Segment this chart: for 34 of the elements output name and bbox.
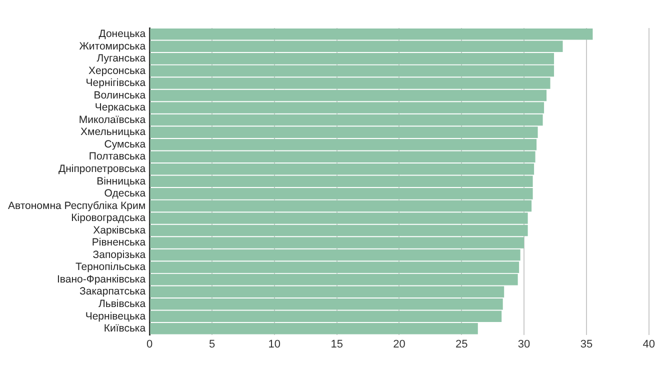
x-tick-label: 30 (518, 338, 530, 350)
y-tick-label: Запорізька (92, 248, 146, 261)
y-tick-label: Івано-Франківська (57, 273, 146, 286)
x-tick-label: 10 (268, 338, 281, 350)
x-tick-label: 5 (208, 338, 216, 350)
y-tick-label: Сумська (104, 138, 146, 150)
y-tick-label: Волинська (94, 89, 146, 102)
y-tick-label: Черкаська (94, 102, 146, 114)
y-tick-label: Кіровоградська (71, 212, 146, 224)
x-tick-label: 20 (393, 338, 406, 350)
x-tick-label: 35 (580, 338, 593, 350)
y-tick-label: Херсонська (88, 64, 146, 77)
y-tick-label: Закарпатська (80, 286, 146, 298)
x-tick-label: 40 (642, 338, 656, 350)
y-tick-label: Миколаївська (78, 114, 146, 126)
y-tick-label: Тернопільська (75, 261, 146, 274)
y-tick-label: Дніпропетровська (58, 163, 146, 176)
y-tick-label: Полтавська (88, 150, 146, 163)
x-tick-label: 25 (456, 338, 468, 350)
y-tick-label: Чернігівська (86, 77, 146, 90)
y-tick-label: Автономна Республіка Крим (8, 200, 146, 212)
y-tick-label: Рівненська (92, 236, 146, 249)
y-tick-label: Хмельницька (80, 126, 146, 138)
y-tick-label: Харківська (93, 224, 146, 236)
y-tick-label: Луганська (96, 52, 146, 65)
y-tick-label: Київська (104, 322, 146, 335)
x-tick-label: 0 (146, 338, 153, 350)
y-tick-label: Львівська (98, 298, 146, 310)
y-tick-label: Чернівецька (85, 310, 146, 322)
y-tick-label: Житомирська (79, 40, 146, 52)
x-tick-label: 15 (330, 338, 343, 350)
y-tick-label: Одеська (104, 188, 146, 200)
y-tick-label: Вінницька (96, 175, 146, 188)
y-tick-label: Донецька (98, 28, 146, 40)
